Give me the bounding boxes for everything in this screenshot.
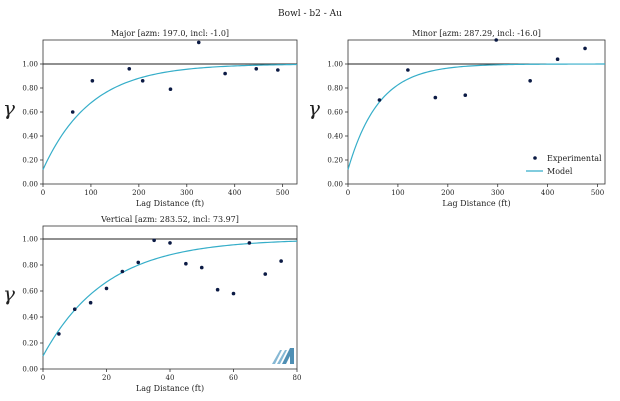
experimental-point <box>254 67 259 71</box>
y-axis-label: γ <box>3 281 15 305</box>
figure-title: Bowl - b2 - Au <box>278 9 342 19</box>
x-tick-label: 80 <box>293 374 302 382</box>
experimental-point <box>528 79 532 83</box>
x-tick-label: 500 <box>591 189 604 197</box>
y-tick-label: 0.20 <box>327 157 343 165</box>
experimental-point <box>70 110 75 114</box>
experimental-point <box>88 300 93 305</box>
x-tick-label: 300 <box>491 189 504 197</box>
legend-label: Experimental <box>547 154 602 163</box>
legend-point-marker <box>533 156 537 160</box>
model-curve <box>347 63 606 170</box>
experimental-point <box>199 265 204 270</box>
model-curve <box>42 240 298 357</box>
panel-major: Major [azm: 197.0, incl: -1.0] 0 100 200 300… <box>3 29 298 208</box>
y-tick-label: 1.00 <box>22 236 38 244</box>
y-tick-label: 0.60 <box>327 109 343 117</box>
experimental-point <box>223 71 227 76</box>
x-tick-label: 40 <box>166 374 175 382</box>
x-tick-label: 60 <box>229 374 238 382</box>
panel-vertical: Vertical [azm: 283.52, incl: 73.97] 0 20 40… <box>3 215 301 393</box>
x-tick-label: 300 <box>180 189 193 197</box>
logo-icon <box>272 348 294 364</box>
y-tick-label: 0.80 <box>327 85 343 93</box>
plot-frame <box>42 225 298 370</box>
y-tick-label: 0.00 <box>22 366 38 374</box>
y-axis-label: γ <box>3 96 15 120</box>
experimental-point <box>433 95 438 100</box>
experimental-point <box>377 98 382 102</box>
experimental-point <box>104 286 109 291</box>
x-tick-label: 400 <box>541 189 554 197</box>
y-tick-label: 0.40 <box>22 133 38 141</box>
experimental-point <box>279 259 283 263</box>
experimental-point <box>72 307 77 312</box>
y-tick-label: 0.00 <box>22 181 38 189</box>
panel-title: Minor [azm: 287.29, incl: -16.0] <box>412 29 541 38</box>
x-tick-label: 20 <box>102 374 111 382</box>
experimental-point <box>463 93 468 97</box>
experimental-point <box>90 79 95 83</box>
experimental-point <box>168 87 173 91</box>
experimental-point <box>215 287 220 292</box>
y-tick-label: 0.80 <box>22 85 38 93</box>
x-tick-label: 200 <box>441 189 454 197</box>
experimental-point <box>152 238 156 243</box>
y-tick-label: 0.00 <box>327 181 343 189</box>
experimental-point <box>231 291 236 296</box>
x-tick-label: 100 <box>84 189 97 197</box>
y-tick-label: 1.00 <box>22 61 38 69</box>
experimental-point <box>127 67 132 71</box>
panel-title: Vertical [azm: 283.52, incl: 73.97] <box>100 215 239 224</box>
experimental-point <box>583 46 587 51</box>
y-tick-label: 0.80 <box>22 262 38 270</box>
panel-minor: Minor [azm: 287.29, incl: -16.0] 0 100 200 3… <box>308 29 606 208</box>
panel-title: Major [azm: 197.0, incl: -1.0] <box>111 29 229 38</box>
experimental-point <box>136 260 141 265</box>
y-tick-label: 0.60 <box>22 288 38 296</box>
experimental-point <box>555 57 560 61</box>
legend-label: Model <box>547 167 573 176</box>
y-tick-label: 0.40 <box>327 133 343 141</box>
experimental-point <box>494 38 499 42</box>
x-tick-label: 100 <box>391 189 404 197</box>
experimental-point <box>120 269 125 274</box>
y-tick-label: 0.20 <box>22 340 38 348</box>
y-tick-label: 0.40 <box>22 314 38 322</box>
x-axis-label: Lag Distance (ft) <box>136 199 204 208</box>
experimental-point <box>140 79 145 83</box>
y-tick-label: 0.20 <box>22 157 38 165</box>
experimental-point <box>263 272 268 276</box>
chart-legend: Experimental Model <box>526 154 602 176</box>
y-axis-label: γ <box>308 96 320 120</box>
model-curve <box>42 63 298 170</box>
x-axis-label: Lag Distance (ft) <box>136 384 204 393</box>
experimental-point <box>184 261 188 266</box>
x-tick-label: 200 <box>132 189 145 197</box>
experimental-point <box>196 40 201 45</box>
experimental-point <box>276 68 280 72</box>
x-tick-label: 400 <box>228 189 241 197</box>
x-axis-label: Lag Distance (ft) <box>442 199 510 208</box>
x-tick-label: 0 <box>41 189 45 197</box>
experimental-point <box>57 332 61 336</box>
experimental-point <box>406 68 410 72</box>
y-tick-label: 0.60 <box>22 109 38 117</box>
experimental-point <box>247 241 252 245</box>
x-tick-label: 0 <box>41 374 45 382</box>
experimental-point <box>168 241 172 245</box>
y-tick-label: 1.00 <box>327 61 343 69</box>
x-tick-label: 0 <box>346 189 350 197</box>
x-tick-label: 500 <box>276 189 289 197</box>
